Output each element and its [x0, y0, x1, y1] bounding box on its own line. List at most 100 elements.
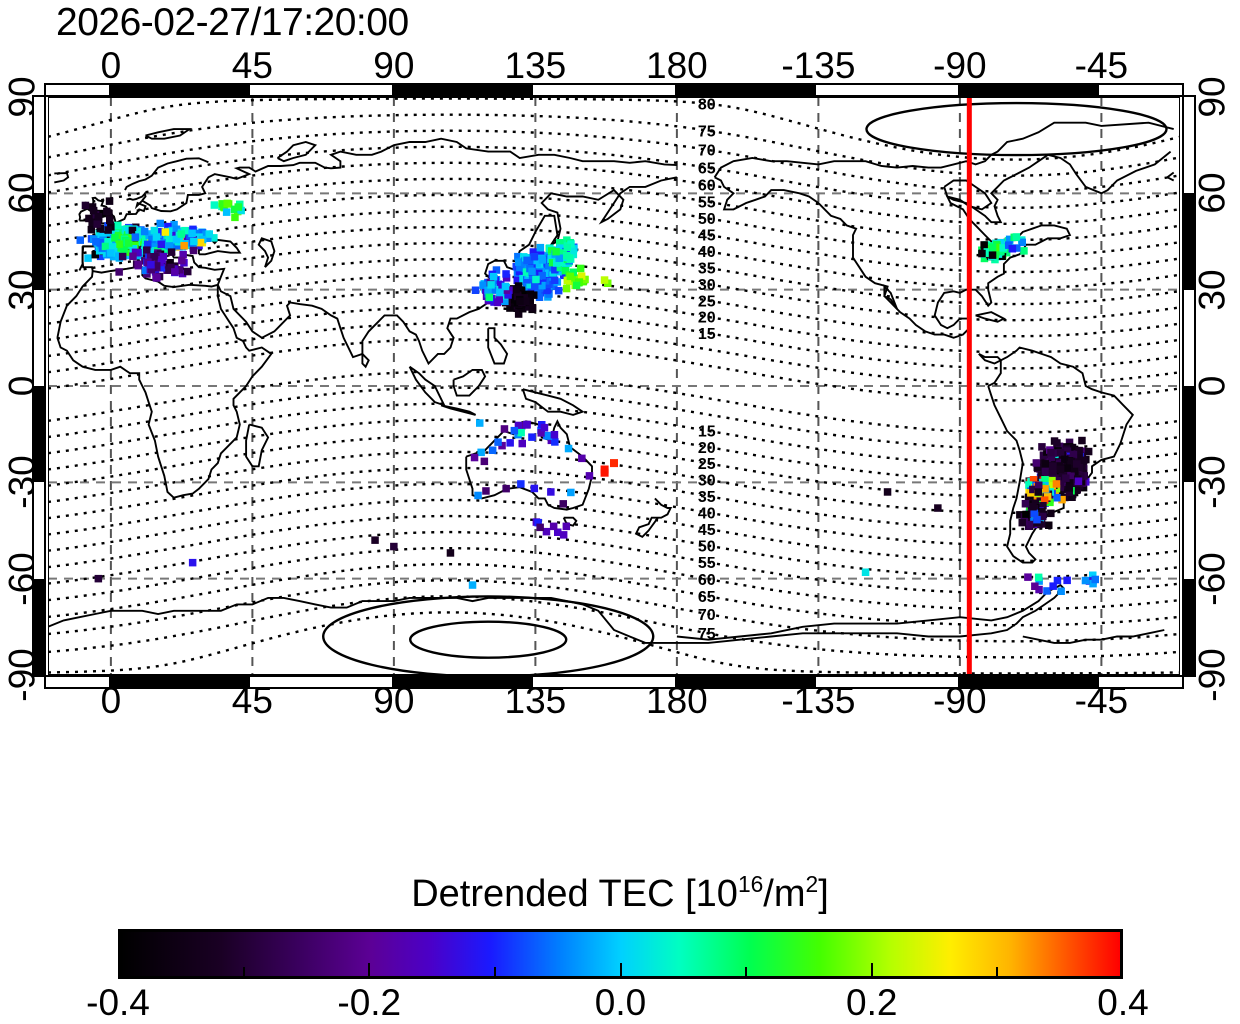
x-tick-top-5: -135 — [781, 45, 856, 86]
tec-pixel — [562, 284, 571, 293]
colorbar-major-tick — [619, 963, 622, 976]
tec-pixel — [516, 297, 524, 306]
colorbar-tick-label-3: 0.2 — [846, 982, 898, 1023]
maglat-label-north-10: 30 — [698, 277, 716, 294]
tec-pixel — [152, 262, 161, 270]
tec-pixel — [159, 252, 168, 261]
tec-pixel — [1008, 245, 1017, 253]
tec-pixel — [538, 281, 546, 290]
tec-pixel — [498, 441, 506, 450]
tec-pixel — [1033, 463, 1041, 472]
tec-pixel — [529, 248, 538, 256]
tec-pixel — [222, 208, 231, 216]
tec-pixel — [1047, 453, 1055, 461]
tec-pixel — [76, 236, 84, 244]
tec-pixel — [468, 581, 477, 589]
tec-pixel — [492, 266, 501, 274]
tec-pixel — [563, 243, 571, 252]
tec-pixel — [147, 265, 156, 274]
coastline-segment — [245, 423, 270, 468]
colorbar-tick-label-1: -0.2 — [337, 982, 402, 1023]
tec-pixel — [120, 245, 128, 253]
tec-pixel — [156, 219, 164, 228]
tec-pixel — [988, 251, 997, 259]
tec-pixel — [500, 425, 509, 433]
tec-pixel — [1073, 460, 1081, 468]
colorbar-minor-tick — [996, 967, 999, 976]
tec-pixel — [516, 263, 524, 272]
tec-pixel — [571, 274, 579, 282]
coastline-segment — [487, 327, 509, 365]
coastline-segment — [361, 353, 370, 369]
colorbar-minor-tick — [242, 967, 245, 976]
tec-pixel — [150, 226, 159, 235]
tec-pixel — [504, 291, 512, 299]
tec-pixel — [980, 241, 988, 249]
page-title: 2026-02-27/17:20:00 — [56, 1, 409, 44]
tec-pixel — [528, 433, 536, 441]
map-panel[interactable]: 80 75 70 65 60 55 50 45 40 35 30 25 20 15 15 20 25 30 35 40… — [48, 97, 1180, 675]
colorbar-tick-label-2: 0.0 — [594, 982, 647, 1023]
tec-pixel — [532, 275, 540, 284]
axis-frame-bar — [1182, 95, 1196, 677]
tec-pixel — [89, 206, 98, 215]
tec-pixel — [544, 432, 553, 440]
tec-pixel — [526, 298, 534, 307]
tec-pixel — [572, 281, 581, 290]
tec-pixel — [556, 263, 565, 272]
tec-pixel — [477, 448, 485, 457]
tec-pixel — [1089, 579, 1097, 588]
tec-pixel — [1075, 446, 1083, 455]
tec-pixel — [140, 227, 149, 236]
tec-pixel — [131, 248, 140, 257]
tec-pixel — [1072, 486, 1080, 495]
x-tick-top-4: 180 — [646, 45, 708, 86]
y-tick-right-2: 30 — [1191, 269, 1233, 311]
tec-pixel — [170, 220, 178, 229]
colorbar-title-main: Detrended TEC [10 — [411, 873, 738, 915]
tec-pixel — [1084, 447, 1093, 456]
tec-pixel — [506, 439, 514, 447]
panel-border — [48, 97, 1180, 675]
tec-pixel — [188, 229, 196, 238]
tec-pixel — [513, 276, 521, 284]
tec-pixel — [552, 247, 560, 256]
coastline-segment — [126, 191, 147, 202]
tec-pixel — [1045, 521, 1053, 529]
tec-pixel — [530, 253, 539, 261]
tec-pixel — [1012, 233, 1021, 241]
tec-pixel — [1024, 493, 1033, 501]
tec-pixel — [502, 274, 511, 282]
tec-pixel — [1068, 443, 1077, 452]
tec-pixel — [549, 522, 558, 531]
tec-pixel — [96, 224, 104, 233]
tec-pixel — [231, 213, 239, 222]
tec-pixel — [515, 267, 524, 276]
tec-pixel — [480, 457, 489, 466]
tec-pixel — [576, 264, 585, 273]
tec-pixel — [167, 248, 176, 256]
tec-pixel — [1038, 507, 1046, 516]
tec-pixel — [96, 252, 105, 261]
tec-pixel — [184, 267, 192, 276]
tec-pixel — [167, 263, 175, 272]
tec-pixel — [533, 287, 542, 295]
coastline-segment — [216, 176, 678, 366]
coastline-segment — [56, 284, 273, 499]
tec-pixel — [517, 428, 525, 437]
tec-pixel — [548, 258, 557, 267]
tec-pixel — [561, 266, 570, 275]
tec-pixel — [566, 272, 575, 281]
tec-pixel — [104, 238, 112, 246]
tec-pixel — [171, 268, 179, 276]
tec-pixel — [545, 264, 553, 272]
tec-pixel — [554, 528, 562, 536]
tec-pixel — [1054, 472, 1062, 481]
tec-pixel — [1046, 498, 1054, 507]
tec-pixel — [496, 288, 504, 297]
tec-pixel — [1056, 448, 1065, 457]
map-canvas: 8075706560555045403530252015152025303540… — [48, 97, 1180, 675]
tec-pixel — [1043, 469, 1052, 477]
tec-pixel — [223, 199, 231, 208]
tec-pixel — [210, 201, 219, 209]
